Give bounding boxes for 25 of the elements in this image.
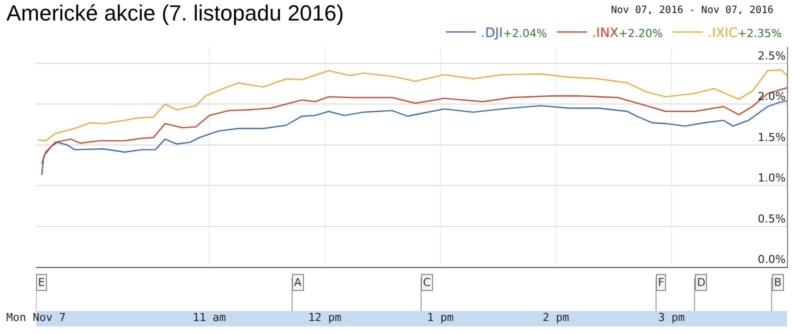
x-tick-label: 2 pm <box>542 311 570 324</box>
ref-line-label: F <box>658 276 664 289</box>
y-tick-label: 2.5% <box>758 49 786 62</box>
legend-label: .IXIC <box>708 26 738 42</box>
ref-line-label: B <box>774 276 782 289</box>
text: +2.04% <box>502 27 547 40</box>
x-tick-label: 12 pm <box>308 311 342 324</box>
text: Nov 07, 2016 - Nov 07, 2016 <box>611 5 774 16</box>
y-tick-label: 1.5% <box>758 130 786 144</box>
ref-line-label: C <box>423 276 431 289</box>
ref-line-label: A <box>294 276 302 289</box>
legend-label: .DJI <box>481 26 503 42</box>
y-tick-label: 0.5% <box>758 212 786 226</box>
y-tick-label: 0.0% <box>758 253 786 266</box>
x-tick-label: Mon Nov 7 <box>6 311 66 324</box>
x-tick-label: 1 pm <box>427 311 454 324</box>
text: +2.35% <box>738 27 782 40</box>
y-tick-label: 1.0% <box>758 172 786 185</box>
ref-line-label: D <box>697 276 706 289</box>
legend-label: .INX <box>592 26 619 42</box>
text: +2.20% <box>618 27 663 40</box>
ref-line-label: E <box>38 276 45 289</box>
chart-title: Americké akcie (7. listopadu 2016) <box>6 0 344 26</box>
x-tick-label: 11 am <box>192 311 226 324</box>
x-tick-label: 3 pm <box>658 311 686 324</box>
